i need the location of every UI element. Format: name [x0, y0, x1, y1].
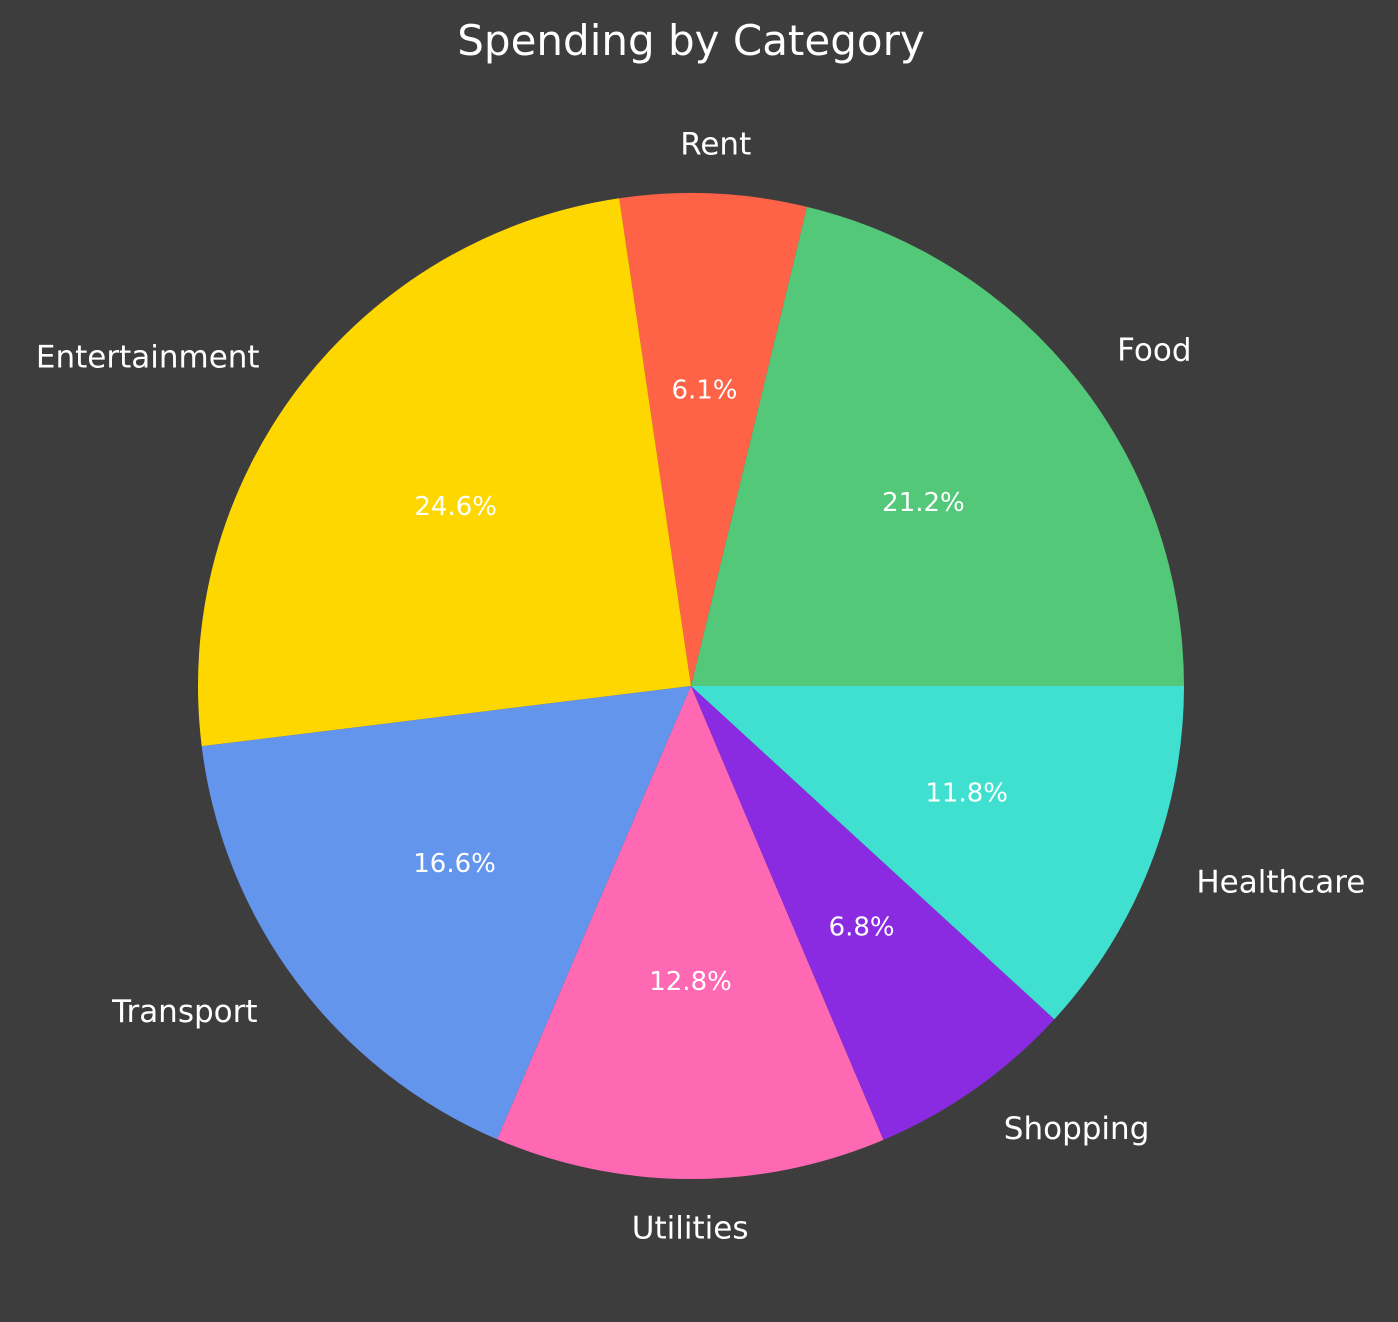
slice-label-food: Food — [1117, 333, 1191, 369]
slice-label-shopping: Shopping — [1004, 1111, 1150, 1147]
chart-title: Spending by Category — [457, 16, 924, 65]
pie-slices — [198, 193, 1184, 1179]
pct-label-healthcare: 11.8% — [925, 778, 1008, 808]
slice-label-rent: Rent — [680, 126, 751, 162]
pct-label-entertainment: 24.6% — [414, 492, 497, 522]
pie-slice-shopping — [691, 686, 1055, 1140]
slice-label-utilities: Utilities — [632, 1210, 749, 1246]
pie-slice-transport — [201, 686, 692, 1140]
slice-label-healthcare: Healthcare — [1196, 865, 1365, 901]
pie-slice-utilities — [497, 686, 884, 1179]
pct-label-transport: 16.6% — [413, 849, 496, 879]
pie-labels: Food 21.2% Rent 6.1% Entertainment 24.6% Trans… — [36, 126, 1365, 1246]
pct-label-shopping: 6.8% — [829, 913, 895, 943]
pct-label-utilities: 12.8% — [649, 967, 732, 997]
pct-label-food: 21.2% — [882, 488, 965, 518]
slice-label-transport: Transport — [111, 994, 257, 1030]
pie-slice-healthcare — [691, 686, 1184, 1020]
pie-slice-rent — [619, 193, 807, 686]
slice-label-entertainment: Entertainment — [36, 339, 260, 375]
pct-label-rent: 6.1% — [671, 376, 737, 406]
pie-slice-entertainment — [198, 198, 691, 747]
pie-slice-food — [691, 206, 1184, 687]
